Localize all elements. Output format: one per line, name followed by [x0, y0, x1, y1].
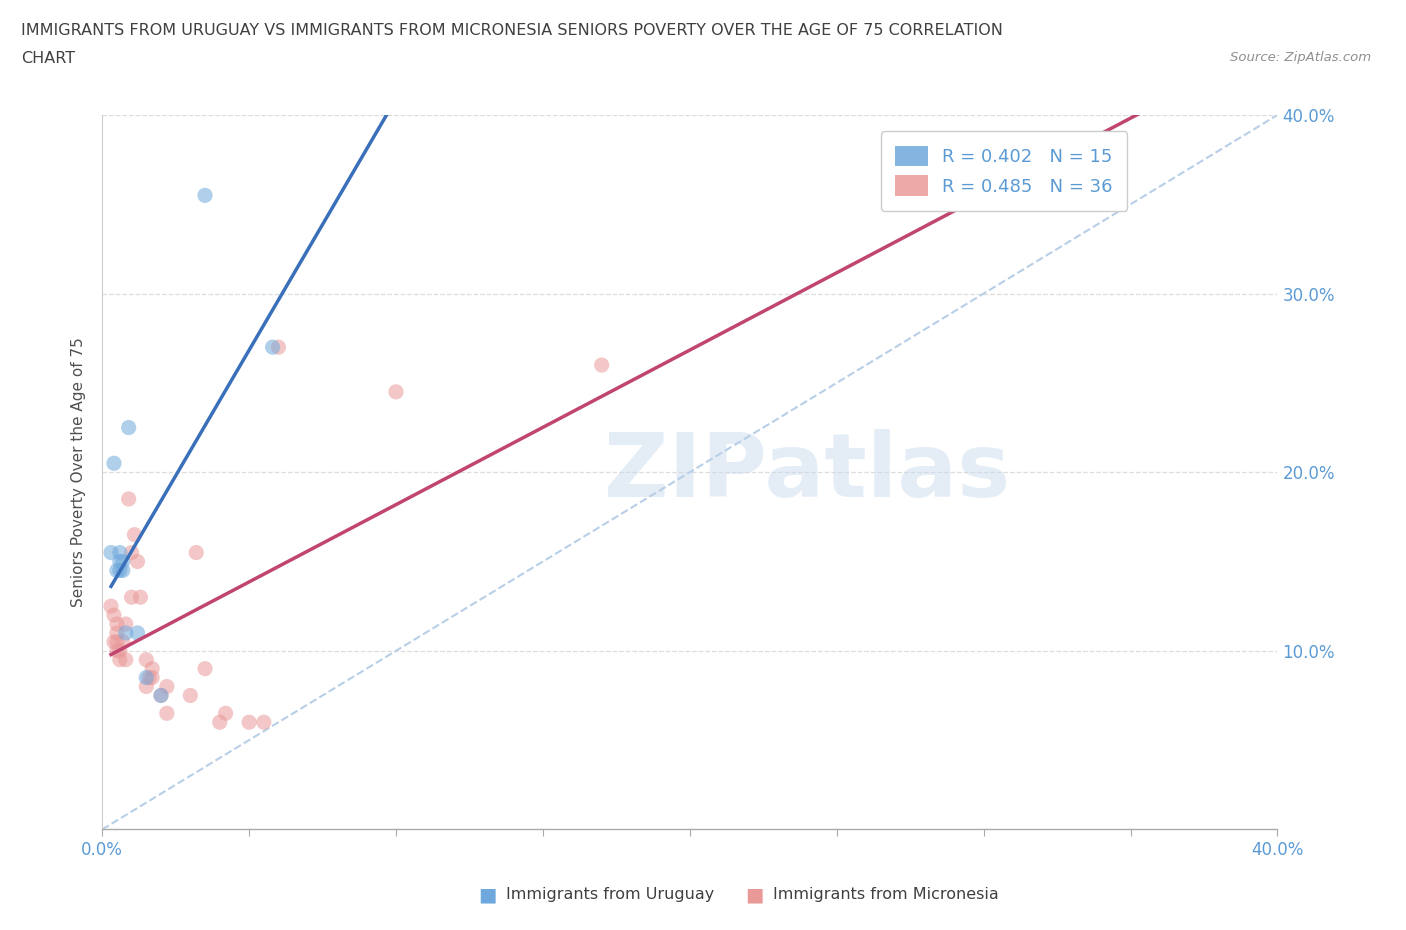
Point	[238, 715, 260, 730]
Point	[118, 492, 141, 507]
Point	[156, 679, 179, 694]
Point	[105, 634, 128, 649]
Text: IMMIGRANTS FROM URUGUAY VS IMMIGRANTS FROM MICRONESIA SENIORS POVERTY OVER THE A: IMMIGRANTS FROM URUGUAY VS IMMIGRANTS FR…	[21, 23, 1002, 38]
Point	[267, 339, 290, 354]
Point	[149, 688, 172, 703]
Point	[111, 563, 134, 578]
Point	[103, 456, 125, 471]
Point	[108, 644, 131, 658]
Point	[141, 671, 163, 685]
Point	[208, 715, 231, 730]
Point	[186, 545, 208, 560]
Point	[105, 617, 128, 631]
Point	[111, 634, 134, 649]
Point	[100, 599, 122, 614]
Point	[103, 607, 125, 622]
Point	[179, 688, 201, 703]
Text: ■: ■	[478, 885, 496, 904]
Point	[111, 554, 134, 569]
Point	[108, 563, 131, 578]
Point	[105, 644, 128, 658]
Point	[121, 590, 143, 604]
Point	[149, 688, 172, 703]
Text: Immigrants from Micronesia: Immigrants from Micronesia	[773, 887, 1000, 902]
Point	[114, 617, 136, 631]
Point	[138, 671, 160, 685]
Point	[118, 420, 141, 435]
Point	[194, 661, 217, 676]
Point	[127, 626, 149, 641]
Text: CHART: CHART	[21, 51, 75, 66]
Point	[194, 188, 217, 203]
Point	[105, 626, 128, 641]
Point	[385, 384, 408, 399]
Point	[108, 554, 131, 569]
Point	[214, 706, 236, 721]
Point	[121, 545, 143, 560]
Point	[262, 339, 284, 354]
Point	[253, 715, 276, 730]
Text: Immigrants from Uruguay: Immigrants from Uruguay	[506, 887, 714, 902]
Point	[103, 634, 125, 649]
Point	[124, 527, 146, 542]
Text: Source: ZipAtlas.com: Source: ZipAtlas.com	[1230, 51, 1371, 64]
Point	[114, 626, 136, 641]
Text: ■: ■	[745, 885, 763, 904]
Point	[108, 545, 131, 560]
Point	[105, 563, 128, 578]
Y-axis label: Seniors Poverty Over the Age of 75: Seniors Poverty Over the Age of 75	[72, 338, 86, 607]
Point	[129, 590, 152, 604]
Text: ZIPatlas: ZIPatlas	[605, 429, 1011, 516]
Point	[127, 554, 149, 569]
Point	[135, 679, 157, 694]
Point	[135, 671, 157, 685]
Point	[591, 358, 613, 373]
Point	[108, 652, 131, 667]
Point	[135, 652, 157, 667]
Point	[114, 652, 136, 667]
Point	[141, 661, 163, 676]
Point	[100, 545, 122, 560]
Legend: R = 0.402   N = 15, R = 0.485   N = 36: R = 0.402 N = 15, R = 0.485 N = 36	[882, 131, 1128, 211]
Point	[156, 706, 179, 721]
